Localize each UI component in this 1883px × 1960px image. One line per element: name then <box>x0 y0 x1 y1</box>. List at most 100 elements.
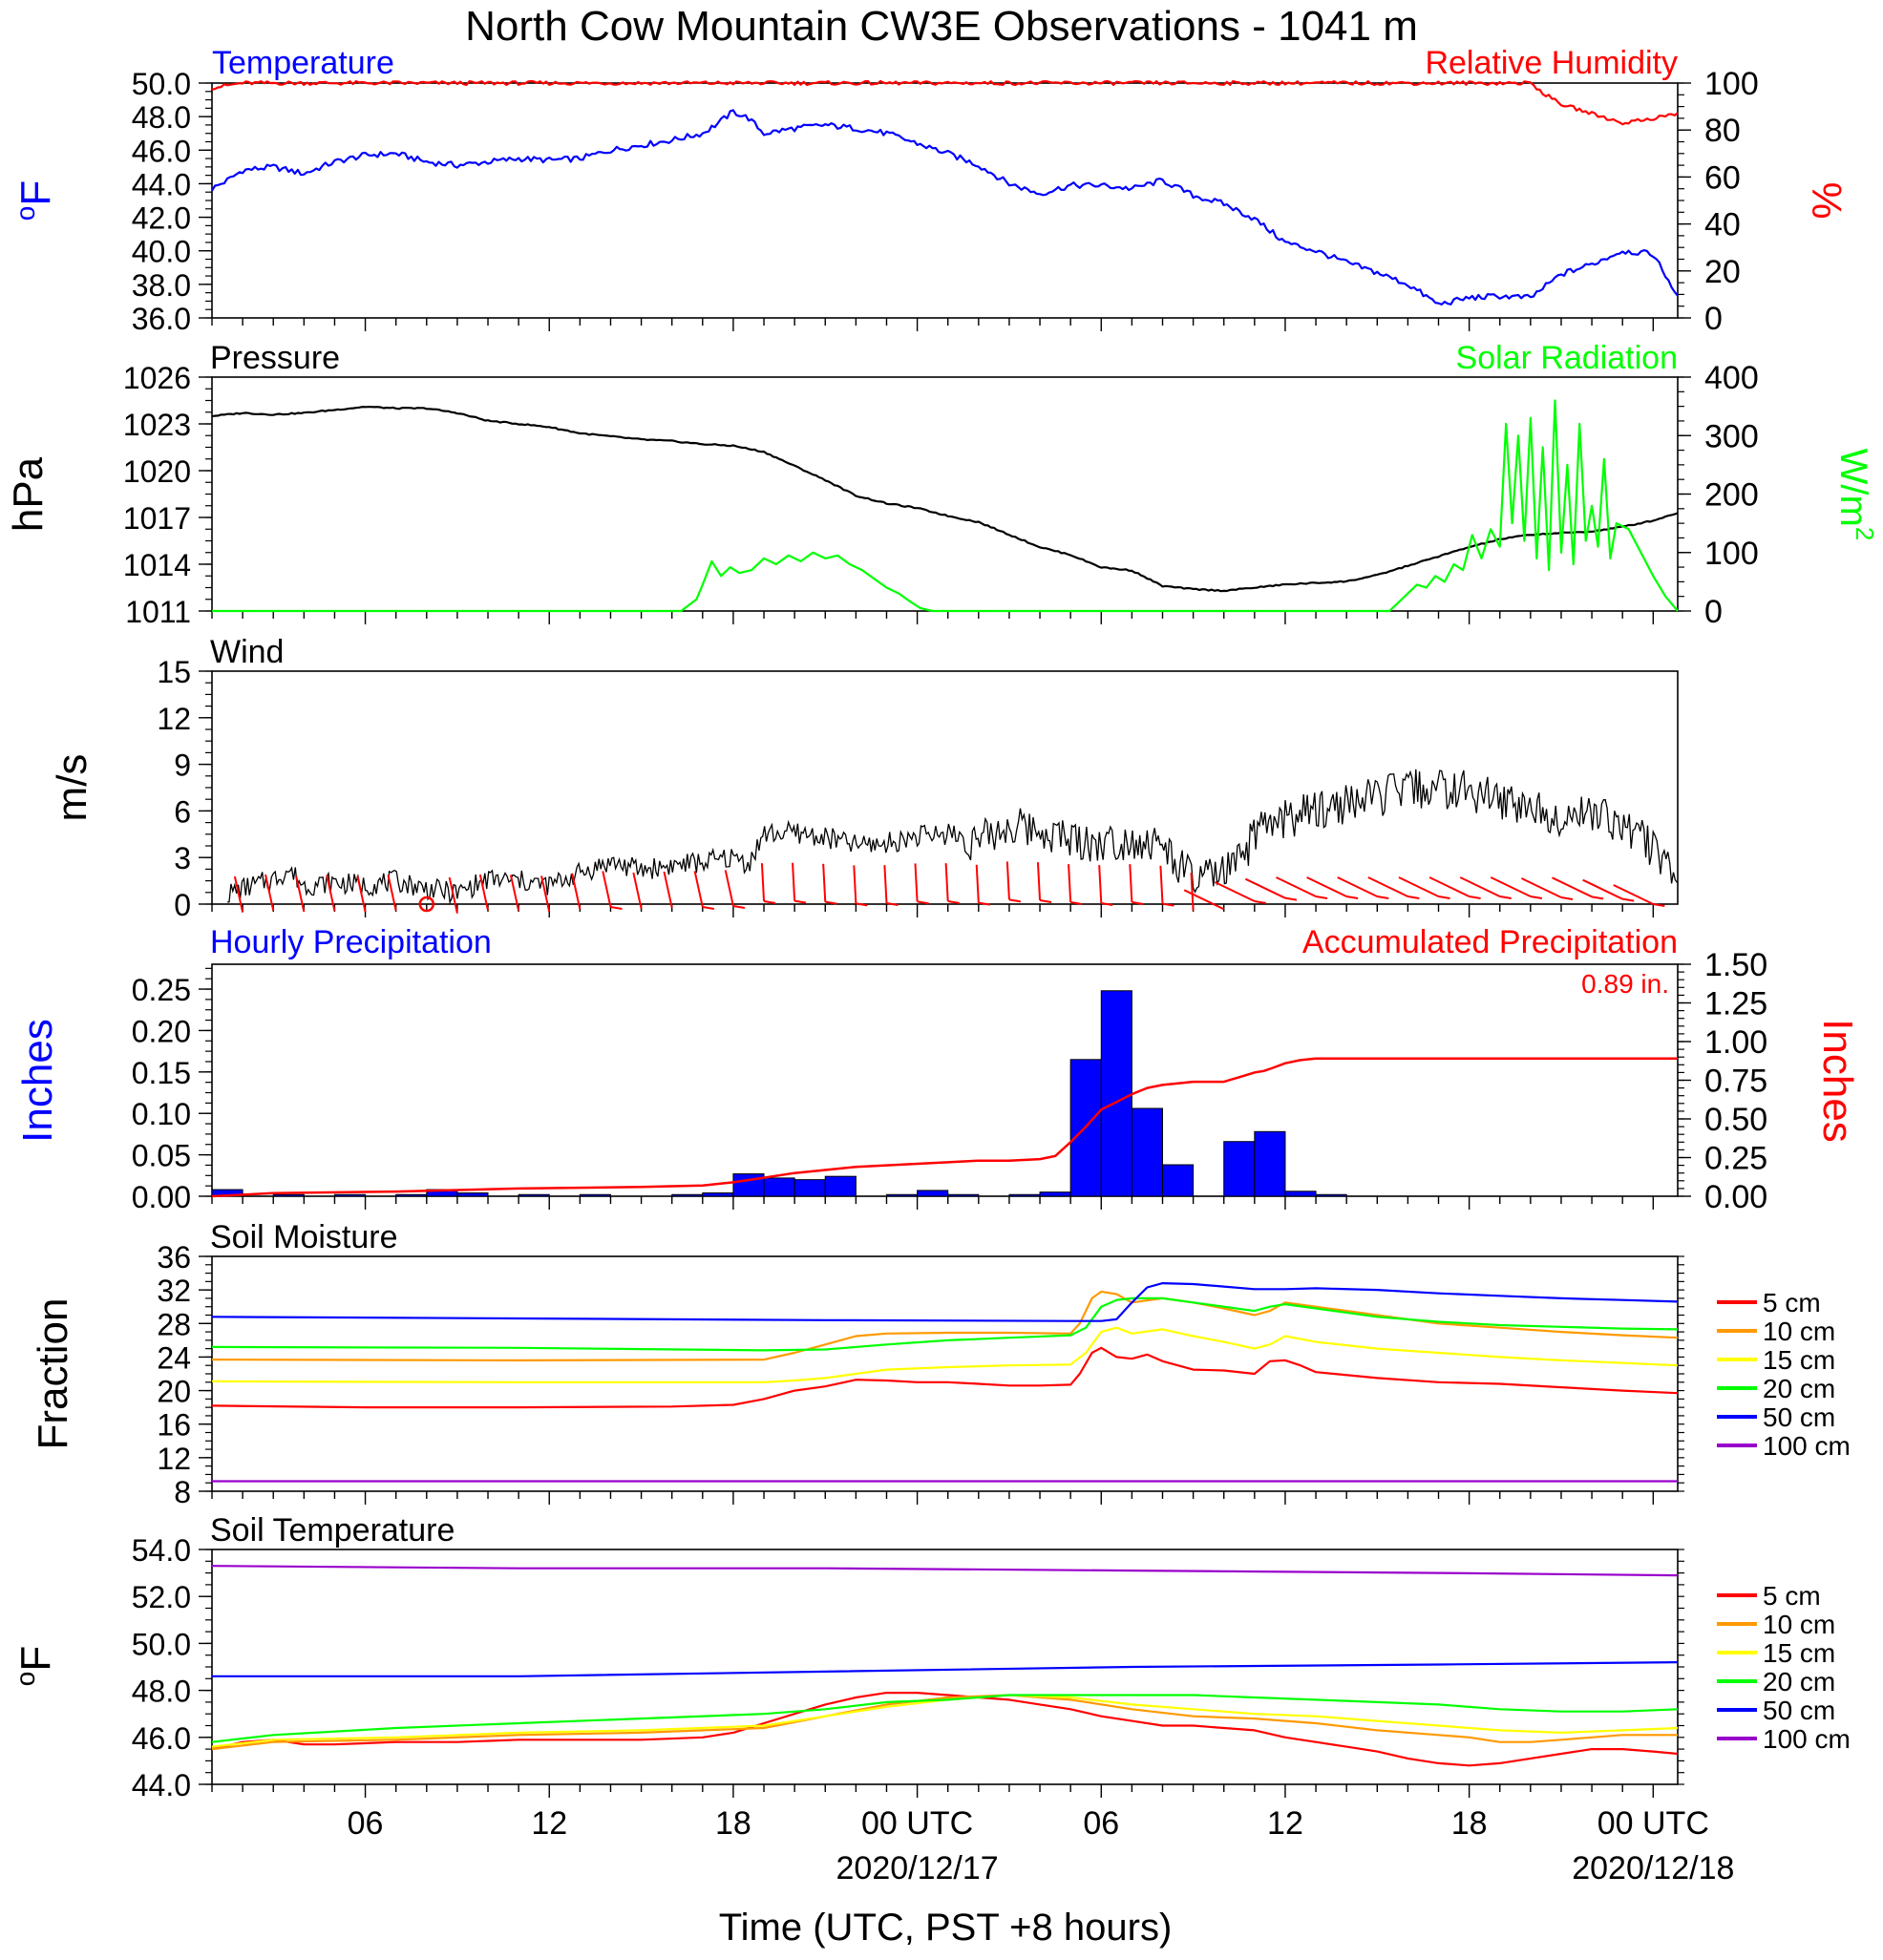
y-tick-label: 0.10 <box>132 1097 191 1131</box>
y-right-tick-label: 40 <box>1704 207 1741 243</box>
y-right-tick-label: 100 <box>1704 66 1759 102</box>
y-tick-label: 38.0 <box>132 268 191 303</box>
wind-barb <box>632 872 643 909</box>
y-label-hourly: Inches <box>14 1019 61 1143</box>
wind-barb-flag <box>1284 896 1298 901</box>
series-wind-line <box>226 769 1678 905</box>
y-right-tick-label: 100 <box>1704 536 1759 572</box>
precip-bar <box>1131 1107 1164 1197</box>
precip-bar <box>1100 990 1132 1197</box>
wind-barb <box>792 862 796 901</box>
series-pressure-line <box>211 406 1679 593</box>
wind-barb-flag <box>1499 896 1512 899</box>
x-tick-label: 18 <box>715 1805 751 1842</box>
y-tick-label: 54.0 <box>132 1533 191 1568</box>
wind-barb-flag <box>793 899 807 904</box>
y-right-tick-label: 1.00 <box>1704 1024 1767 1061</box>
legend-label: 5 cm <box>1763 1581 1821 1611</box>
y-tick-label: 12 <box>157 702 191 736</box>
precip-bar <box>579 1193 611 1197</box>
panel-title-soil-moisture: Soil Moisture <box>210 1219 398 1255</box>
y-tick-label: 52.0 <box>132 1580 191 1614</box>
wind-barb <box>1398 876 1439 897</box>
wind-barb <box>509 875 520 912</box>
series-soil-temperature-100cm <box>211 1565 1679 1577</box>
precip-bar <box>518 1193 550 1197</box>
wind-barb <box>571 873 582 910</box>
accum-total-label: 0.89 in. <box>1581 969 1669 999</box>
panel-title-hourly-precip: Hourly Precipitation <box>210 924 492 960</box>
y-tick-label: 1011 <box>125 595 191 629</box>
wind-barb <box>1276 876 1317 897</box>
y-right-tick-label: 0 <box>1704 301 1723 337</box>
legend-label: 15 cm <box>1763 1638 1835 1668</box>
wind-barb <box>1459 876 1501 897</box>
y-tick-label: 24 <box>157 1340 191 1375</box>
series-soil-temperature-15cm <box>211 1694 1679 1748</box>
series-humidity-line <box>211 79 1679 126</box>
y-tick-label: 50.0 <box>132 1627 191 1661</box>
x-tick-label: 12 <box>1267 1805 1303 1842</box>
series-soil-moisture-5cm <box>211 1346 1679 1409</box>
y-tick-label: 1017 <box>123 501 191 536</box>
panel-title-accum-precip: Accumulated Precipitation <box>1302 924 1678 960</box>
precip-bar <box>671 1193 704 1197</box>
wind-barb <box>944 863 949 902</box>
legend-label: 10 cm <box>1763 1317 1835 1346</box>
x-tick-label: 06 <box>348 1805 384 1842</box>
wind-barb-flag <box>1162 902 1174 907</box>
wind-barb <box>326 875 336 912</box>
panel-title-humidity: Relative Humidity <box>1425 45 1678 81</box>
wind-barb-flag <box>947 900 960 904</box>
y-tick-label: 44.0 <box>132 167 191 201</box>
precip-bar <box>456 1192 489 1197</box>
series-soil-moisture-50cm <box>211 1281 1679 1322</box>
wind-barb-flag <box>1438 896 1450 899</box>
wind-barb <box>1613 884 1654 905</box>
wind-barb <box>1306 876 1347 897</box>
y-tick-label: 1020 <box>123 454 191 489</box>
y-right-tick-label: 200 <box>1704 477 1759 514</box>
wind-barb <box>387 875 397 912</box>
series-soil-moisture-20cm <box>211 1296 1679 1352</box>
legend-label: 50 cm <box>1763 1696 1835 1725</box>
precip-bar <box>272 1193 305 1197</box>
y-tick-label: 0.00 <box>132 1180 191 1214</box>
panel-title-wind: Wind <box>210 634 284 670</box>
x-tick-date-label: 2020/12/18 <box>1572 1850 1734 1886</box>
wind-barb <box>233 875 244 913</box>
wind-barb-flag <box>1039 899 1052 903</box>
precip-bar <box>793 1179 826 1197</box>
y-tick-label: 0 <box>174 888 191 922</box>
y-tick-label: 32 <box>157 1274 191 1308</box>
wind-barb <box>1098 865 1103 904</box>
y-label-solar: W/m2 <box>1832 449 1879 541</box>
y-label-soil-moisture: Fraction <box>30 1298 76 1450</box>
y-right-tick-label: 400 <box>1704 360 1759 396</box>
panel-title-pressure: Pressure <box>210 340 340 376</box>
y-tick-label: 40.0 <box>132 235 191 269</box>
y-tick-label: 36 <box>157 1240 191 1275</box>
y-right-tick-label: 0.50 <box>1704 1102 1767 1138</box>
y-tick-label: 15 <box>157 655 191 689</box>
wind-barb <box>1036 862 1042 901</box>
y-right-tick-label: 20 <box>1704 254 1741 290</box>
x-tick-label: 00 UTC <box>1597 1805 1709 1842</box>
y-right-tick-label: 0.25 <box>1704 1141 1767 1177</box>
y-tick-label: 1026 <box>123 361 191 395</box>
precip-bar <box>1039 1191 1071 1197</box>
y-label-pressure: hPa <box>5 456 52 532</box>
y-right-tick-label: 80 <box>1704 113 1741 149</box>
wind-barb <box>1490 876 1532 897</box>
y-tick-label: 12 <box>157 1442 191 1476</box>
y-tick-label: 28 <box>157 1307 191 1341</box>
wind-barb-flag <box>610 906 623 910</box>
x-tick-label: 18 <box>1451 1805 1488 1842</box>
wind-barb-flag <box>1132 901 1144 905</box>
y-tick-label: 1023 <box>123 408 191 442</box>
wind-barb <box>1367 876 1408 897</box>
precip-bar <box>947 1193 980 1197</box>
precip-bar <box>1008 1193 1041 1197</box>
wind-barb-flag <box>1315 896 1328 899</box>
